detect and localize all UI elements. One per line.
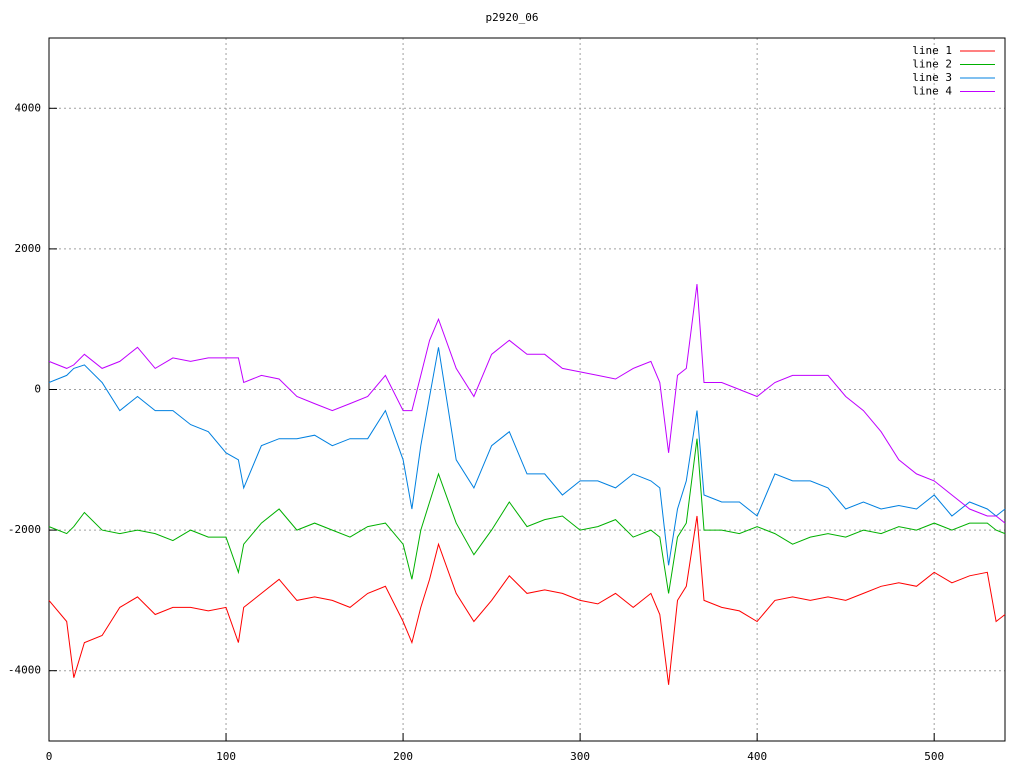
y-tick-label: 0 [34,383,41,396]
legend-label: line 2 [912,58,952,71]
data-line [48,438,1006,594]
x-tick-label: 400 [747,750,767,763]
data-line [48,515,1006,685]
y-tick-label: 2000 [15,242,42,255]
legend-label: line 3 [912,71,952,84]
x-tick-label: 300 [570,750,590,763]
data-line [48,284,1006,524]
x-tick-label: 0 [46,750,53,763]
y-tick-label: -2000 [8,523,41,536]
x-tick-label: 500 [924,750,944,763]
chart-title: p2920_06 [486,11,539,24]
data-line [48,347,1006,566]
legend-label: line 4 [912,85,952,98]
y-tick-label: 4000 [15,101,42,114]
x-tick-label: 100 [216,750,236,763]
plot-frame [48,37,1006,742]
y-tick-label: -4000 [8,664,41,677]
legend-label: line 1 [912,44,952,57]
x-tick-label: 200 [393,750,413,763]
